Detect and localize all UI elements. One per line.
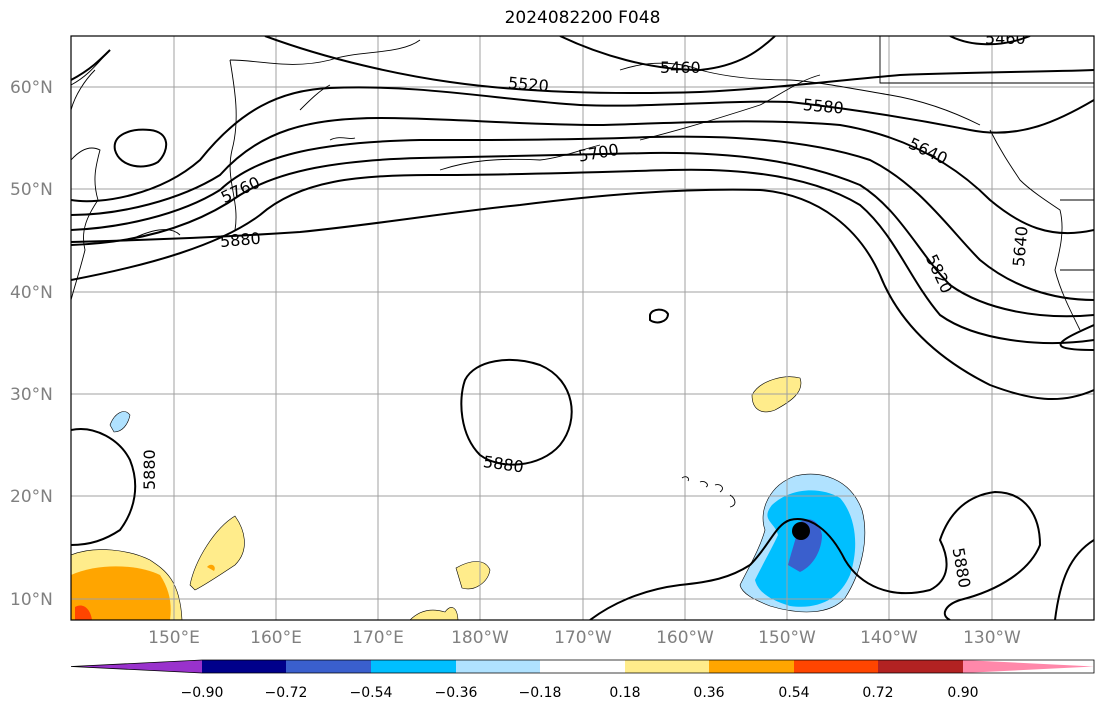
shade-yellow-180: [455, 561, 491, 590]
colorbar-segment: [456, 660, 540, 673]
colorbar-tick: −0.36: [435, 685, 478, 701]
colorbar-tick: 0.36: [693, 685, 724, 701]
colorbar-segment: [540, 660, 625, 673]
shade-orange-155e: [207, 564, 215, 571]
colorbar: [70, 659, 1095, 674]
colorbar-segment: [878, 660, 963, 673]
contour-label: 5580: [802, 95, 844, 117]
contour-5820: [71, 168, 1094, 344]
colorbar-segment: [202, 660, 286, 673]
contour-small-ring: [649, 308, 670, 324]
height-contours: [71, 36, 1094, 620]
colorbar-tick: 0.54: [778, 685, 809, 701]
colorbar-outline: [70, 659, 1095, 674]
contour-5520: [264, 36, 1094, 95]
contour-label: 5640: [1009, 225, 1031, 267]
lon-label: 160°W: [656, 628, 714, 648]
lat-label: 30°N: [10, 385, 53, 405]
map-title: 2024082200 F048: [504, 8, 661, 28]
contour-5760: [71, 151, 1094, 318]
colorbar-tick: 0.90: [947, 685, 978, 701]
contour-low-circle: [113, 128, 168, 168]
graticule: [71, 36, 1094, 620]
lon-label: 130°W: [963, 628, 1021, 648]
lon-label: 180°W: [451, 628, 509, 648]
lon-label: 170°W: [554, 628, 612, 648]
contour-5880-high: [460, 359, 573, 466]
colorbar-segment: [709, 660, 794, 673]
shade-yellow-155e: [189, 515, 245, 591]
colorbar-tick-labels: −0.90 −0.72 −0.54 −0.36 −0.18 0.18 0.36 …: [181, 685, 979, 701]
lat-label: 40°N: [10, 283, 53, 303]
lon-label: 150°W: [758, 628, 816, 648]
colorbar-segment: [286, 660, 371, 673]
lat-label: 60°N: [10, 78, 53, 98]
shade-red-sw: [75, 605, 92, 620]
colorbar-segment: [794, 660, 878, 673]
coastlines: [71, 36, 1094, 508]
contour-label: 5880: [219, 229, 261, 251]
colorbar-tick: −0.54: [350, 685, 393, 701]
contour-5880-se: [1054, 539, 1094, 620]
storm-center-marker: [792, 522, 810, 540]
contour-5880: [71, 188, 1094, 400]
colorbar-segment: [963, 660, 1094, 673]
contour-5460-ne: [949, 36, 1031, 46]
colorbar-segment: [371, 660, 456, 673]
shade-yellow-bottom: [409, 607, 459, 620]
lat-label: 50°N: [10, 180, 53, 200]
contour-5880-south: [589, 490, 1042, 620]
lat-label: 20°N: [10, 487, 53, 507]
contour-5640: [71, 116, 1094, 235]
contour-5460-top: [559, 36, 776, 72]
contour-5700: [71, 135, 1094, 301]
contour-label: 5460: [660, 58, 701, 77]
contour-label: 5880: [140, 449, 159, 490]
lon-label: 170°E: [352, 628, 404, 648]
colorbar-tick: −0.18: [519, 685, 562, 701]
contour-label: 5520: [507, 73, 549, 95]
lon-label: 140°W: [860, 628, 918, 648]
contour-5880-ridge-north: [1059, 324, 1094, 351]
latitude-labels: 60°N 50°N 40°N 30°N 20°N 10°N: [10, 78, 53, 610]
shade-blue-storm: [788, 519, 822, 572]
colorbar-tick: 0.18: [609, 685, 640, 701]
colorbar-tick: 0.72: [862, 685, 893, 701]
lon-label: 150°E: [148, 628, 200, 648]
colorbar-segment: [625, 660, 709, 673]
contour-low-west: [71, 49, 111, 81]
colorbar-tick: −0.72: [265, 685, 308, 701]
contour-5880-west: [71, 428, 137, 546]
shade-blue-147e: [109, 411, 131, 433]
lat-label: 10°N: [10, 590, 53, 610]
map-border: [70, 35, 1095, 621]
colorbar-tick: −0.90: [181, 685, 224, 701]
contour-label: 5460: [985, 29, 1026, 48]
shading-layer: [71, 376, 866, 620]
shade-orange-sw: [71, 566, 171, 620]
contour-5580: [71, 86, 1094, 203]
longitude-labels: 150°E 160°E 170°E 180°W 170°W 160°W 150°…: [148, 628, 1021, 648]
lon-label: 160°E: [250, 628, 302, 648]
colorbar-segment: [71, 660, 202, 673]
